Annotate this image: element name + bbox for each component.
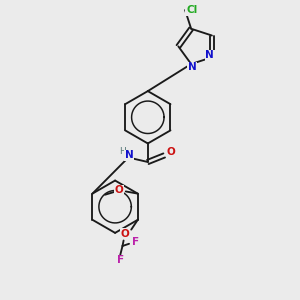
Text: O: O	[115, 185, 124, 195]
Text: N: N	[188, 62, 197, 72]
Text: F: F	[117, 255, 124, 265]
Text: F: F	[132, 237, 139, 247]
Text: Cl: Cl	[186, 5, 197, 15]
Text: N: N	[205, 50, 214, 60]
Text: O: O	[166, 147, 175, 157]
Text: O: O	[120, 229, 129, 239]
Text: N: N	[125, 151, 134, 160]
Text: H: H	[119, 147, 126, 156]
